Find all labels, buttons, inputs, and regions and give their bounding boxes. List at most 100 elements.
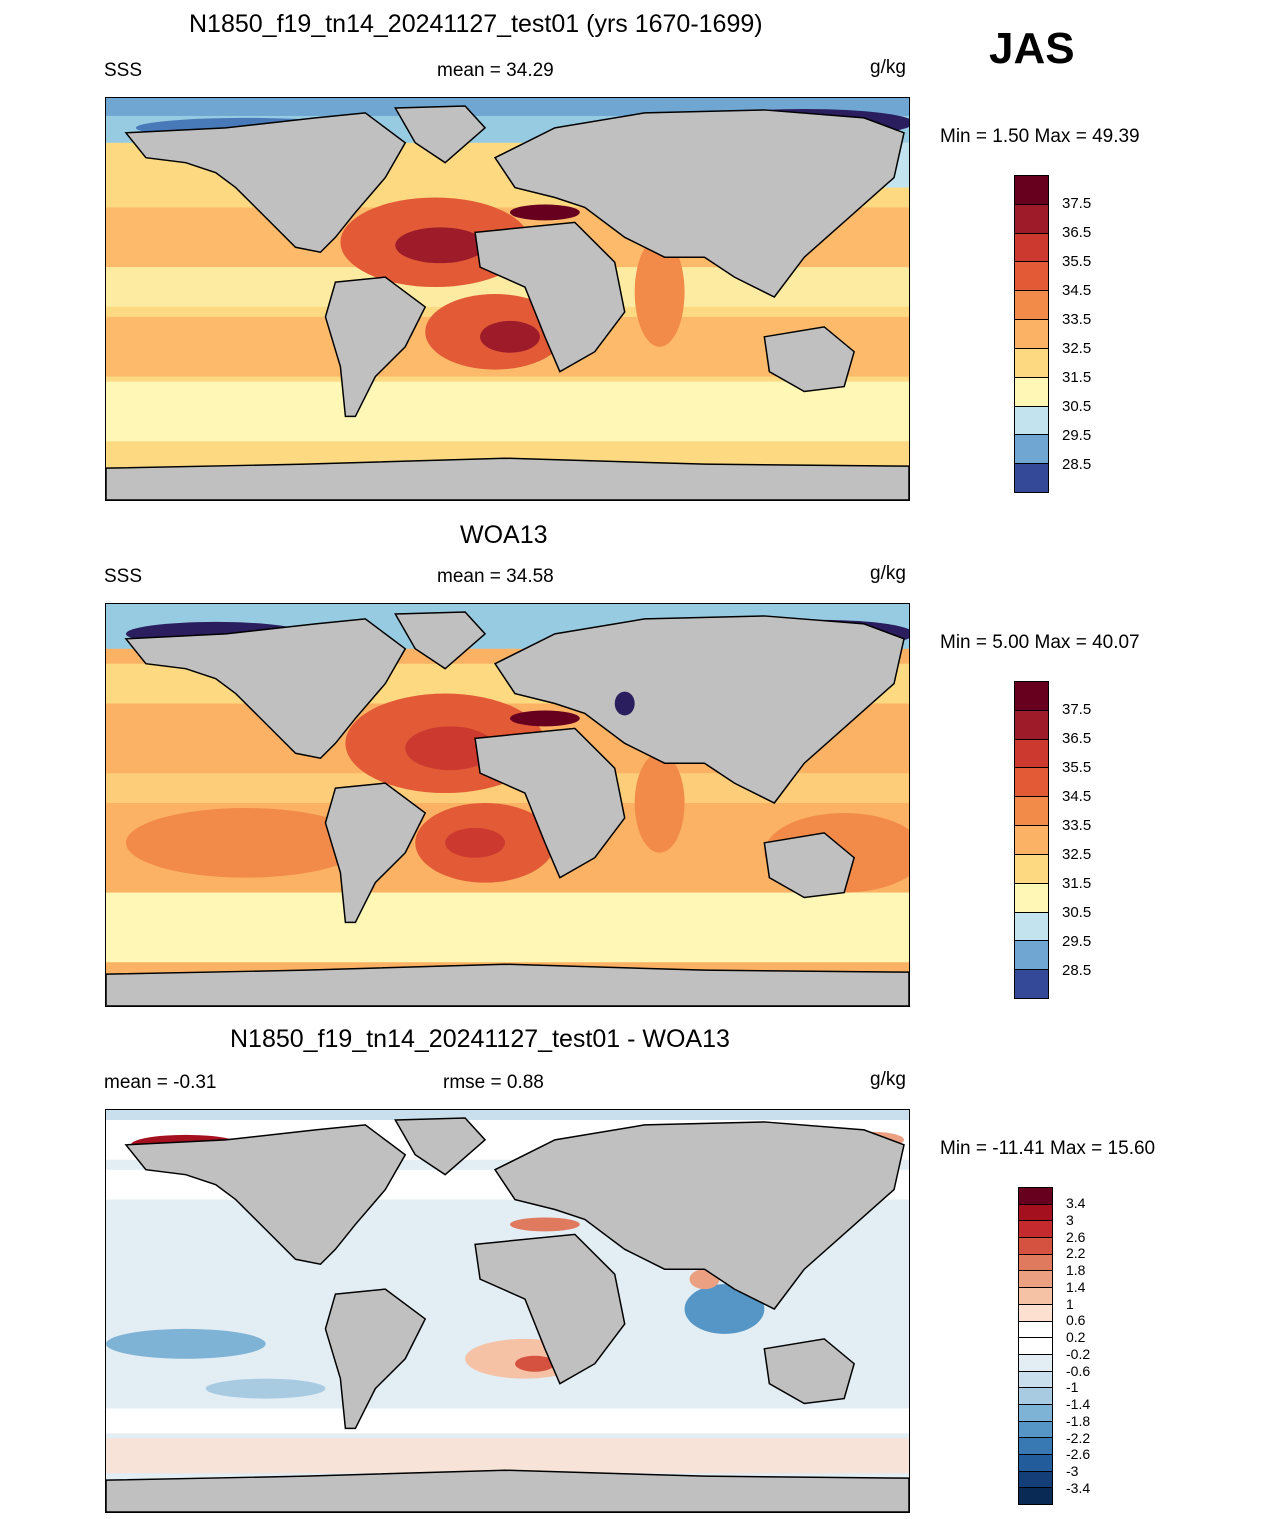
colorbar-segment xyxy=(1015,435,1048,465)
panel2-units-label: g/kg xyxy=(870,563,906,584)
colorbar-tick-label: -3 xyxy=(1066,1463,1079,1480)
colorbar-segment xyxy=(1019,1388,1052,1405)
colorbar-tick-label: 34.5 xyxy=(1062,282,1092,300)
panel1-units-label: g/kg xyxy=(870,57,906,78)
panel3-map xyxy=(105,1109,910,1513)
panel2-min-max: Min = 5.00 Max = 40.07 xyxy=(940,632,1140,653)
panel2-variable-label: SSS xyxy=(104,566,143,587)
colorbar-tick-label: 29.5 xyxy=(1062,426,1092,444)
colorbar-tick-label: -2.6 xyxy=(1066,1446,1091,1463)
panel3-rmse-label: rmse = 0.88 xyxy=(443,1072,544,1093)
colorbar-tick-label: 35.5 xyxy=(1062,759,1092,777)
colorbar-segment xyxy=(1019,1288,1052,1305)
colorbar-segment xyxy=(1019,1304,1052,1322)
colorbar-tick-label: 37.5 xyxy=(1062,701,1092,719)
panel1-variable-label: SSS xyxy=(104,60,143,81)
colorbar-segment xyxy=(1015,854,1048,884)
colorbar-segment xyxy=(1019,1271,1052,1289)
colorbar-segment xyxy=(1015,262,1048,292)
colorbar-segment xyxy=(1019,1404,1052,1422)
panel1-map xyxy=(105,97,910,501)
colorbar-segment xyxy=(1019,1238,1052,1255)
colorbar-segment xyxy=(1019,1354,1052,1372)
colorbar-tick-label: 28.5 xyxy=(1062,961,1092,979)
colorbar-segment xyxy=(1019,1188,1052,1205)
colorbar-segment xyxy=(1019,1455,1052,1472)
colorbar-tick-label: 32.5 xyxy=(1062,339,1092,357)
panel2-mean-label: mean = 34.58 xyxy=(437,566,554,587)
colorbar-tick-label: -0.6 xyxy=(1066,1362,1091,1379)
panel1-min-max: Min = 1.50 Max = 49.39 xyxy=(940,126,1140,147)
colorbar-tick-label: -0.2 xyxy=(1066,1345,1091,1362)
colorbar-segment xyxy=(1015,176,1048,205)
colorbar-segment xyxy=(1019,1221,1052,1239)
panel1-title: N1850_f19_tn14_20241127_test01 (yrs 1670… xyxy=(189,10,763,38)
colorbar-segment xyxy=(1015,941,1048,971)
panel3-colorbar xyxy=(1018,1187,1053,1505)
colorbar-segment xyxy=(1019,1438,1052,1455)
colorbar-tick-label: 1 xyxy=(1066,1295,1074,1312)
colorbar-segment xyxy=(1015,826,1048,855)
colorbar-segment xyxy=(1015,739,1048,769)
colorbar-segment xyxy=(1019,1204,1052,1222)
colorbar-segment xyxy=(1015,204,1048,234)
panel1-mean-label: mean = 34.29 xyxy=(437,60,554,81)
colorbar-segment xyxy=(1015,291,1048,321)
colorbar-tick-label: 33.5 xyxy=(1062,817,1092,835)
colorbar-tick-label: 3 xyxy=(1066,1211,1074,1228)
panel3-min-max: Min = -11.41 Max = 15.60 xyxy=(940,1138,1156,1159)
colorbar-tick-label: -3.4 xyxy=(1066,1479,1091,1496)
colorbar-segment xyxy=(1015,883,1048,913)
colorbar-tick-label: 28.5 xyxy=(1062,455,1092,473)
panel3-mean-label: mean = -0.31 xyxy=(104,1072,217,1093)
colorbar-tick-label: 2.6 xyxy=(1066,1228,1086,1245)
colorbar-segment xyxy=(1015,348,1048,378)
colorbar-tick-label: 3.4 xyxy=(1066,1195,1086,1212)
colorbar-tick-label: -1 xyxy=(1066,1379,1079,1396)
colorbar-segment xyxy=(1015,970,1048,998)
panel2-colorbar xyxy=(1014,681,1049,999)
colorbar-tick-label: -2.2 xyxy=(1066,1429,1091,1446)
colorbar-segment xyxy=(1015,320,1048,349)
panel3-units-label: g/kg xyxy=(870,1069,906,1090)
colorbar-segment xyxy=(1015,377,1048,407)
colorbar-tick-label: 2.2 xyxy=(1066,1245,1086,1262)
colorbar-segment xyxy=(1015,682,1048,711)
colorbar-segment xyxy=(1015,406,1048,436)
colorbar-tick-label: 29.5 xyxy=(1062,932,1092,950)
colorbar-segment xyxy=(1019,1254,1052,1272)
colorbar-tick-label: 31.5 xyxy=(1062,368,1092,386)
colorbar-tick-label: -1.8 xyxy=(1066,1412,1091,1429)
colorbar-tick-label: -1.4 xyxy=(1066,1396,1091,1413)
colorbar-segment xyxy=(1019,1371,1052,1389)
panel3-title: N1850_f19_tn14_20241127_test01 - WOA13 xyxy=(230,1025,730,1053)
colorbar-tick-label: 30.5 xyxy=(1062,397,1092,415)
colorbar-tick-label: 36.5 xyxy=(1062,730,1092,748)
season-label: JAS xyxy=(989,24,1075,73)
colorbar-segment xyxy=(1015,912,1048,942)
colorbar-segment xyxy=(1015,233,1048,263)
colorbar-segment xyxy=(1015,464,1048,492)
colorbar-tick-label: 1.4 xyxy=(1066,1278,1086,1295)
colorbar-tick-label: 1.8 xyxy=(1066,1262,1086,1279)
colorbar-tick-label: 31.5 xyxy=(1062,874,1092,892)
colorbar-tick-label: 33.5 xyxy=(1062,311,1092,329)
colorbar-segment xyxy=(1019,1488,1052,1505)
colorbar-tick-label: 0.2 xyxy=(1066,1329,1086,1346)
colorbar-tick-label: 32.5 xyxy=(1062,845,1092,863)
colorbar-segment xyxy=(1019,1338,1052,1355)
colorbar-tick-label: 35.5 xyxy=(1062,253,1092,271)
colorbar-segment xyxy=(1015,768,1048,798)
colorbar-segment xyxy=(1019,1321,1052,1339)
colorbar-segment xyxy=(1019,1421,1052,1439)
colorbar-tick-label: 37.5 xyxy=(1062,195,1092,213)
panel2-title: WOA13 xyxy=(460,521,548,549)
colorbar-tick-label: 30.5 xyxy=(1062,903,1092,921)
colorbar-tick-label: 34.5 xyxy=(1062,788,1092,806)
colorbar-tick-label: 36.5 xyxy=(1062,224,1092,242)
panel2-map xyxy=(105,603,910,1007)
colorbar-tick-label: 0.6 xyxy=(1066,1312,1086,1329)
panel1-colorbar xyxy=(1014,175,1049,493)
colorbar-segment xyxy=(1015,710,1048,740)
colorbar-segment xyxy=(1019,1471,1052,1489)
